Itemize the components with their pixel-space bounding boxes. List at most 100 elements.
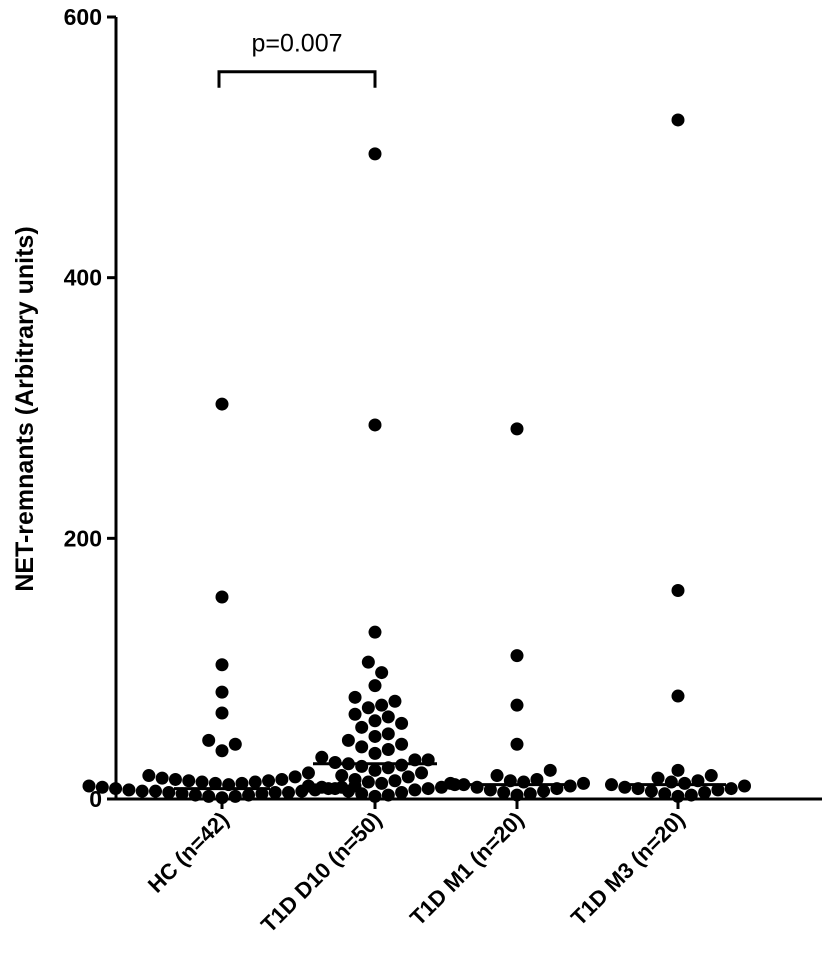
data-point xyxy=(563,779,577,793)
data-point xyxy=(408,753,422,767)
data-point xyxy=(368,729,382,743)
data-point xyxy=(671,789,685,803)
data-point xyxy=(109,782,123,796)
data-point xyxy=(215,685,229,699)
data-point xyxy=(368,746,382,760)
data-point xyxy=(341,784,355,798)
data-point xyxy=(490,769,504,783)
data-point xyxy=(381,710,395,724)
data-point xyxy=(664,775,678,789)
y-tick-label: 200 xyxy=(64,525,102,551)
data-point xyxy=(268,785,282,799)
data-point xyxy=(497,785,511,799)
data-point xyxy=(368,625,382,639)
y-axis-label: NET-remnants (Arbitrary units) xyxy=(11,226,39,591)
data-point xyxy=(395,737,409,751)
significance-annotations: p=0.007 xyxy=(217,30,377,88)
data-point xyxy=(208,776,222,790)
data-point xyxy=(202,789,216,803)
data-point xyxy=(671,583,685,597)
data-point xyxy=(395,716,409,730)
data-point xyxy=(188,788,202,802)
data-point xyxy=(215,590,229,604)
data-point xyxy=(510,649,524,663)
data-point xyxy=(537,784,551,798)
data-point xyxy=(361,775,375,789)
data-point xyxy=(543,763,557,777)
data-point xyxy=(711,783,725,797)
data-point xyxy=(671,763,685,777)
data-point xyxy=(275,772,289,786)
data-point xyxy=(175,787,189,801)
data-point xyxy=(381,742,395,756)
data-point xyxy=(510,788,524,802)
data-point xyxy=(415,766,429,780)
data-point xyxy=(135,784,149,798)
data-point xyxy=(388,774,402,788)
data-point xyxy=(523,787,537,801)
data-point xyxy=(691,774,705,788)
data-point xyxy=(381,727,395,741)
data-point xyxy=(503,774,517,788)
data-point xyxy=(605,778,618,792)
data-point xyxy=(215,706,229,720)
data-point xyxy=(724,782,738,796)
data-point xyxy=(215,791,229,805)
data-point xyxy=(618,780,632,794)
data-point xyxy=(671,689,685,703)
data-point xyxy=(361,701,375,715)
data-points xyxy=(82,113,751,805)
data-point xyxy=(704,769,718,783)
data-point xyxy=(262,774,276,788)
data-point xyxy=(228,789,242,803)
data-point xyxy=(368,714,382,728)
data-point xyxy=(550,782,564,796)
data-point xyxy=(457,778,471,792)
data-point xyxy=(248,775,262,789)
significance-bracket xyxy=(217,70,377,88)
data-point xyxy=(315,750,329,764)
data-point xyxy=(368,147,382,161)
data-point xyxy=(202,733,216,747)
y-tick-label: 600 xyxy=(64,4,102,30)
data-point xyxy=(361,655,375,669)
data-point xyxy=(215,744,229,758)
data-point xyxy=(530,772,544,786)
data-point xyxy=(395,785,409,799)
data-point xyxy=(421,782,435,796)
data-point xyxy=(470,780,484,794)
data-point xyxy=(738,779,751,793)
x-tick-label: HC (n=42) xyxy=(143,807,234,898)
data-point xyxy=(122,783,136,797)
data-point xyxy=(315,780,329,794)
data-point xyxy=(395,758,409,772)
data-point xyxy=(301,766,315,780)
data-point xyxy=(483,783,497,797)
data-point xyxy=(644,784,658,798)
data-point xyxy=(222,778,236,792)
data-point xyxy=(328,782,342,796)
data-point xyxy=(355,720,369,734)
data-point xyxy=(375,666,389,680)
data-point xyxy=(95,780,109,794)
x-tick-label: T1D M1 (n=20) xyxy=(405,807,529,931)
x-tick-label: T1D D10 (n=50) xyxy=(256,807,387,938)
data-point xyxy=(517,775,531,789)
data-point xyxy=(510,422,524,436)
data-point xyxy=(348,690,362,704)
data-point xyxy=(255,787,269,801)
data-point xyxy=(195,775,209,789)
x-ticks: HC (n=42) T1D D10 (n=50) T1D M1 (n=20) T1D … xyxy=(143,799,690,937)
data-point xyxy=(242,788,256,802)
data-point xyxy=(401,770,415,784)
data-point xyxy=(577,776,590,790)
data-point xyxy=(215,397,229,411)
data-point xyxy=(381,761,395,775)
data-point xyxy=(510,737,524,751)
data-point xyxy=(355,759,369,773)
data-point xyxy=(408,783,422,797)
p-value-label: p=0.007 xyxy=(251,30,342,58)
data-point xyxy=(355,787,369,801)
